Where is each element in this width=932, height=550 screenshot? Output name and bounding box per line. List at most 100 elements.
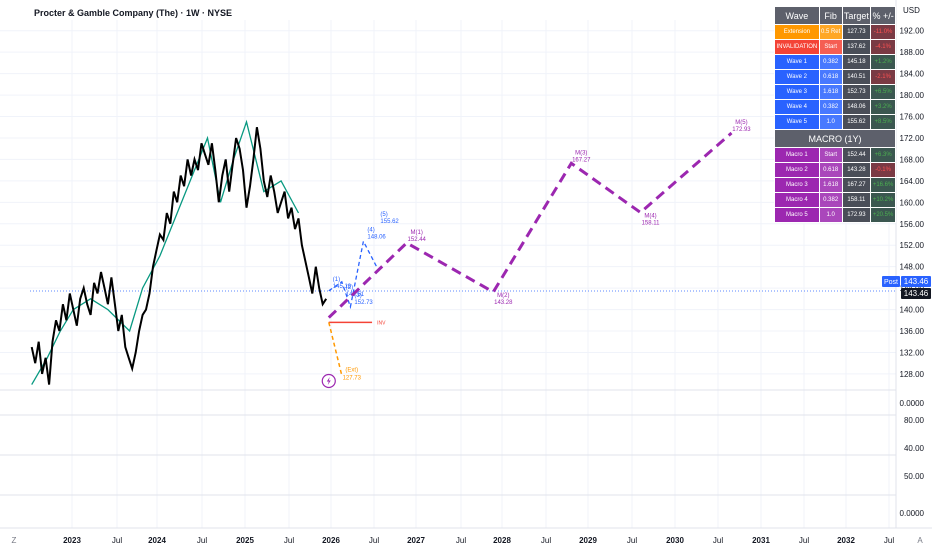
macro-projection-line [327,131,733,319]
price-tick-label: 132.00 [900,348,925,357]
wave-value-label: 148.06 [367,234,386,240]
wave-name-cell: Wave 5 [774,114,820,130]
wave-name-cell: Macro 3 [774,177,820,193]
wave-name-cell: INVALIDATION [774,39,820,55]
time-axis-label: 2031 [752,536,770,545]
time-axis-label: Jul [112,536,122,545]
time-axis-label: 2030 [666,536,684,545]
pct-cell: +6.3% [870,147,896,163]
macro_rows-row: Macro 3 1.618 167.27 +16.6% [774,177,896,193]
pct-cell: +10.2% [870,192,896,208]
target-cell: 127.73 [841,24,872,40]
currency-label[interactable]: USD [903,6,920,15]
macro-wave-value-label: 143.28 [494,300,513,306]
price-tick-label: 148.00 [900,263,925,272]
price-tick-label: 152.00 [900,241,925,250]
fib-cell: 0.618 [818,162,843,178]
wave-label: (1) [333,277,340,283]
rows-row: Wave 4 0.382 148.06 +3.2% [774,99,896,115]
price-tick-label: 176.00 [900,113,925,122]
wave-table-header: Target [841,6,872,25]
time-axis-label: 2023 [63,536,81,545]
time-axis-label: 2029 [579,536,597,545]
extension-label: (Ext) [345,367,358,373]
wave-table: Wave Fib Target % +/- Extension 0.5 Ret 12… [774,6,896,223]
price-tick-label: 192.00 [900,27,925,36]
pct-cell: +1.2% [870,54,896,70]
target-cell: 152.73 [841,84,872,100]
pct-cell: -11.0% [870,24,896,40]
price-tick-label: 172.00 [900,134,925,143]
macro-wave-value-label: 167.27 [572,157,591,163]
target-cell: 137.62 [841,39,872,55]
target-cell: 145.18 [841,54,872,70]
price-tick-label: 180.00 [900,91,925,100]
price-tick-label: 136.00 [900,327,925,336]
rows-row: Wave 5 1.0 155.62 +8.5% [774,114,896,130]
zoom-icon: Z [12,536,17,545]
macro-wave-label: M(2) [497,293,509,299]
rows-row: INVALIDATION Start 137.62 -4.1% [774,39,896,55]
price-tick-label: 128.00 [900,370,925,379]
post-price-tag [901,276,931,288]
macro-wave-value-label: 172.93 [732,127,751,133]
fib-cell: Start [818,147,843,163]
macro-wave-value-label: 152.44 [408,237,427,243]
wave-name-cell: Wave 3 [774,84,820,100]
fib-cell: 1.0 [818,207,843,223]
time-axis-label: Jul [456,536,466,545]
time-axis-label: 2024 [148,536,166,545]
post-tag-label: Post [884,279,898,286]
time-axis-label: Jul [197,536,207,545]
time-axis-label: 2028 [493,536,511,545]
pct-cell: +20.5% [870,207,896,223]
price-tick-label: 160.00 [900,198,925,207]
wave-value-label: 145.18 [333,284,352,290]
price-tick-label: 156.00 [900,220,925,229]
time-axis-label: Jul [369,536,379,545]
wave-label: (4) [367,227,374,233]
price-tick-label: 188.00 [900,48,925,57]
auto-scale-button: A [917,536,923,545]
macro-section-title: MACRO (1Y) [774,129,896,148]
macro-wave-label: M(4) [644,213,656,219]
wave-table-header: % +/- [870,6,896,25]
wave-table-header: Fib [818,6,843,25]
time-axis-label: Jul [284,536,294,545]
fib-cell: 1.618 [818,177,843,193]
rows-row: Extension 0.5 Ret 127.73 -11.0% [774,24,896,40]
target-cell: 158.11 [841,192,872,208]
wave-value-label: 140.51 [346,292,365,298]
time-axis-label: Jul [713,536,723,545]
wave-name-cell: Macro 5 [774,207,820,223]
macro-wave-value-label: 158.11 [642,220,661,226]
chart-title: Procter & Gamble Company (The) · 1W · NY… [34,8,233,18]
wave-table-header: Wave [774,6,820,25]
price-tick-label: 140.00 [900,306,925,315]
moving-average-line [31,119,300,385]
wave-value-label: 155.62 [380,219,399,225]
extension-projection-line [328,322,343,376]
pct-cell: -0.1% [870,162,896,178]
wave-name-cell: Wave 2 [774,69,820,85]
pct-cell: +8.5% [870,114,896,130]
target-cell: 148.06 [841,99,872,115]
macro-wave-label: M(1) [411,230,423,236]
time-axis-label: 2027 [407,536,425,545]
price-tick-label: 184.00 [900,70,925,79]
time-axis-label: Jul [541,536,551,545]
fib-cell: 0.382 [818,99,843,115]
invalidation-label: INV [377,320,386,326]
macro_rows-row: Macro 1 Start 152.44 +6.3% [774,147,896,163]
pct-cell: -2.1% [870,69,896,85]
target-cell: 140.51 [841,69,872,85]
pct-cell: +16.6% [870,177,896,193]
price-series-line [30,127,328,385]
target-cell: 152.44 [841,147,872,163]
price-tick-label: 164.00 [900,177,925,186]
fib-cell: 0.382 [818,54,843,70]
rows-row: Wave 2 0.618 140.51 -2.1% [774,69,896,85]
fib-cell: 1.618 [818,84,843,100]
time-axis-label: Jul [799,536,809,545]
